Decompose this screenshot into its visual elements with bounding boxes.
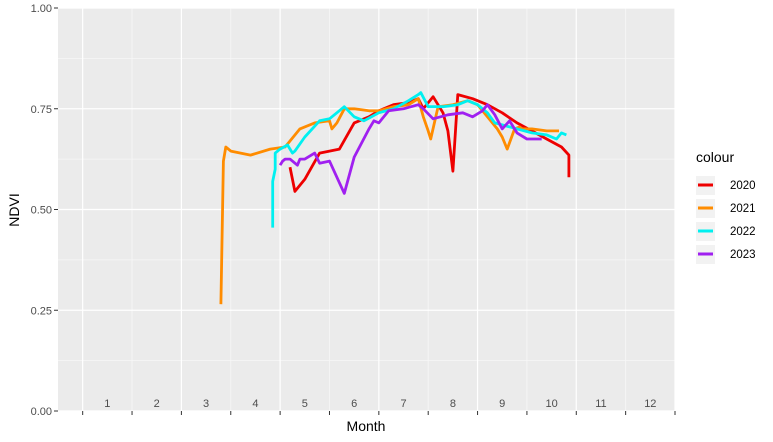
y-tick-label: 0.25 — [31, 305, 52, 317]
y-tick-label: 0.00 — [31, 406, 52, 418]
month-label: 10 — [545, 398, 557, 410]
month-label: 5 — [302, 398, 308, 410]
legend-label-2021: 2021 — [730, 203, 756, 215]
y-axis-title: NDVI — [6, 193, 22, 226]
month-label: 12 — [644, 398, 656, 410]
month-label: 6 — [351, 398, 357, 410]
month-label: 2 — [154, 398, 160, 410]
y-tick-label: 0.75 — [31, 104, 52, 116]
month-label: 9 — [499, 398, 505, 410]
month-label: 1 — [104, 398, 110, 410]
x-axis — [82, 411, 676, 415]
legend-title: colour — [696, 149, 734, 165]
legend-items: 2020 2021 2022 2023 — [696, 176, 756, 264]
series-line-2021 — [219, 97, 559, 305]
legend-label-2022: 2022 — [730, 226, 756, 238]
month-label: 11 — [595, 398, 606, 410]
x-axis-title: Month — [347, 418, 386, 434]
legend-label-2023: 2023 — [730, 249, 756, 261]
series-line-2023 — [278, 103, 542, 195]
month-label: 4 — [252, 398, 258, 410]
legend: colour 2020 2021 2022 2023 — [696, 149, 756, 264]
series-lines — [219, 91, 571, 305]
month-label: 8 — [450, 398, 456, 410]
y-tick-label: 0.50 — [31, 205, 52, 217]
month-label: 3 — [203, 398, 209, 410]
legend-label-2020: 2020 — [730, 180, 756, 192]
y-tick-label: 1.00 — [31, 3, 52, 15]
y-axis: 0.00 0.25 0.50 0.75 1.00 — [31, 3, 58, 418]
month-labels: 1 2 3 4 5 6 7 8 9 10 11 12 — [104, 398, 656, 410]
grid-major — [58, 7, 676, 412]
series-line-2022 — [271, 91, 567, 228]
month-label: 7 — [400, 398, 406, 410]
